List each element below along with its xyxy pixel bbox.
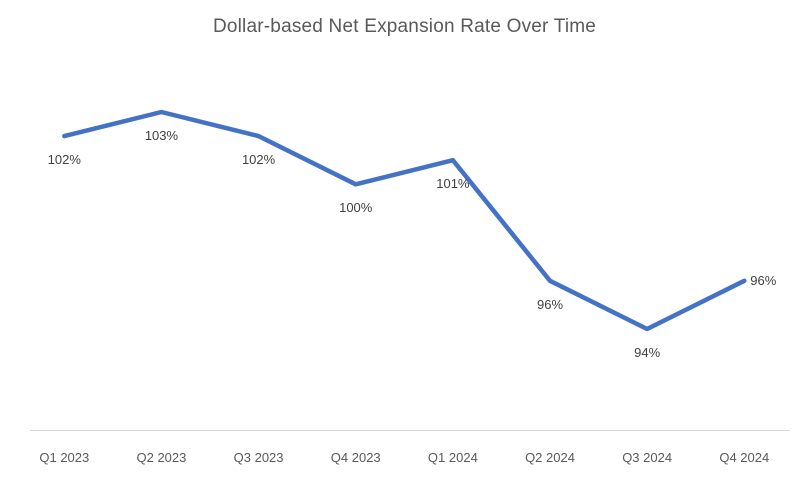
series-line	[62, 109, 747, 332]
data-label: 103%	[144, 128, 179, 143]
data-label: 102%	[47, 152, 81, 168]
x-axis-line	[30, 430, 790, 431]
x-axis-label: Q3 2023	[233, 450, 284, 465]
data-label: 94%	[634, 344, 661, 360]
x-axis-label: Q1 2024	[427, 450, 478, 465]
data-label: 96%	[536, 296, 564, 312]
x-axis-label: Q4 2023	[330, 450, 381, 465]
x-axis-label: Q2 2024	[525, 450, 575, 465]
data-label: 101%	[436, 176, 470, 192]
x-axis-label: Q2 2023	[136, 450, 187, 465]
x-axis-label: Q1 2023	[39, 450, 90, 465]
data-label: 100%	[339, 200, 373, 216]
x-axis-label: Q4 2024	[719, 450, 770, 465]
x-axis-label: Q3 2024	[622, 450, 673, 465]
data-label: 102%	[241, 152, 276, 168]
data-label: 96%	[750, 272, 777, 288]
chart-title: Dollar-based Net Expansion Rate Over Tim…	[212, 16, 597, 37]
